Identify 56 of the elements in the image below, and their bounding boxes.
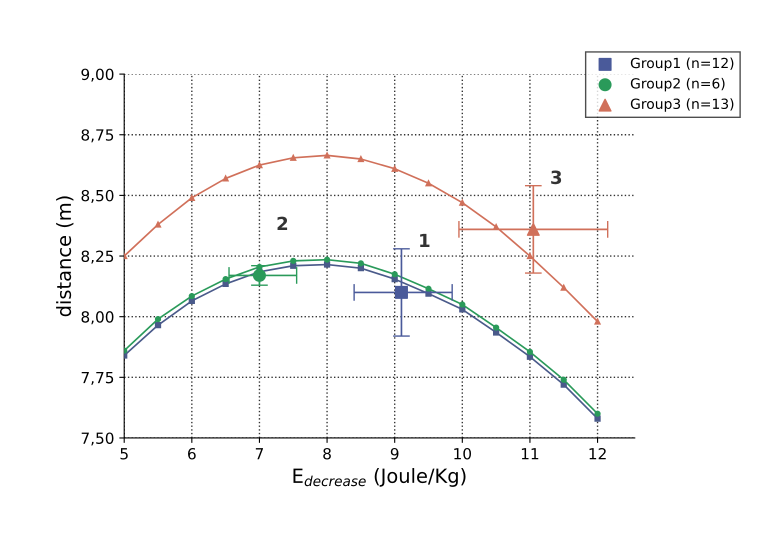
point	[290, 258, 296, 264]
point	[324, 256, 330, 263]
x-tick-label: 6	[188, 448, 196, 460]
point	[459, 306, 466, 313]
point	[594, 318, 601, 325]
point	[188, 298, 195, 304]
point	[252, 268, 266, 282]
y-axis-title: distance (m)	[56, 196, 74, 316]
point	[560, 284, 567, 291]
x-tick-label: 12	[590, 448, 606, 460]
legend-label: Group3 (n=13)	[630, 98, 734, 112]
point	[188, 292, 195, 300]
point	[392, 271, 398, 278]
x-axis-title: E$_{decrease}$ (Joule/Kg)	[293, 468, 466, 487]
y-tick-label: 7,50	[82, 432, 114, 446]
point	[358, 265, 364, 272]
point	[222, 280, 229, 288]
point	[394, 286, 408, 299]
x-tick-label: 8	[323, 448, 331, 460]
y-tick-label: 7,75	[82, 372, 114, 385]
annotation: 3	[551, 170, 562, 184]
point	[222, 175, 229, 182]
y-tick-label: 8,75	[82, 129, 114, 142]
point	[290, 262, 296, 269]
x-tick-label: 9	[390, 448, 398, 460]
point	[154, 322, 162, 328]
point	[154, 316, 162, 322]
point	[392, 276, 398, 282]
point	[526, 348, 534, 355]
x-tick-label: 10	[454, 448, 472, 460]
point	[560, 376, 567, 383]
annotation: 2	[278, 216, 288, 230]
point	[459, 301, 466, 308]
point	[526, 222, 540, 236]
point	[188, 194, 195, 201]
y-tick-label: 9,00	[81, 68, 114, 82]
legend-label: Group1 (n=12)	[630, 58, 734, 71]
legend-label: Group2 (n=6)	[630, 78, 725, 92]
point	[154, 221, 162, 228]
x-tick-label: 5	[120, 448, 128, 460]
point	[425, 286, 432, 292]
point	[594, 410, 601, 417]
y-tick-label: 8,50	[82, 190, 114, 203]
point	[324, 152, 330, 158]
point	[222, 276, 229, 282]
x-tick-label: 11	[522, 448, 538, 460]
point	[358, 260, 364, 266]
point	[425, 180, 432, 186]
point	[358, 156, 364, 162]
y-tick-label: 8,00	[82, 311, 114, 324]
y-tick-label: 8,25	[82, 250, 114, 264]
x-tick-label: 7	[256, 448, 264, 460]
point	[256, 162, 263, 168]
point	[492, 324, 500, 331]
annotation: 1	[420, 234, 430, 248]
point	[526, 252, 534, 260]
